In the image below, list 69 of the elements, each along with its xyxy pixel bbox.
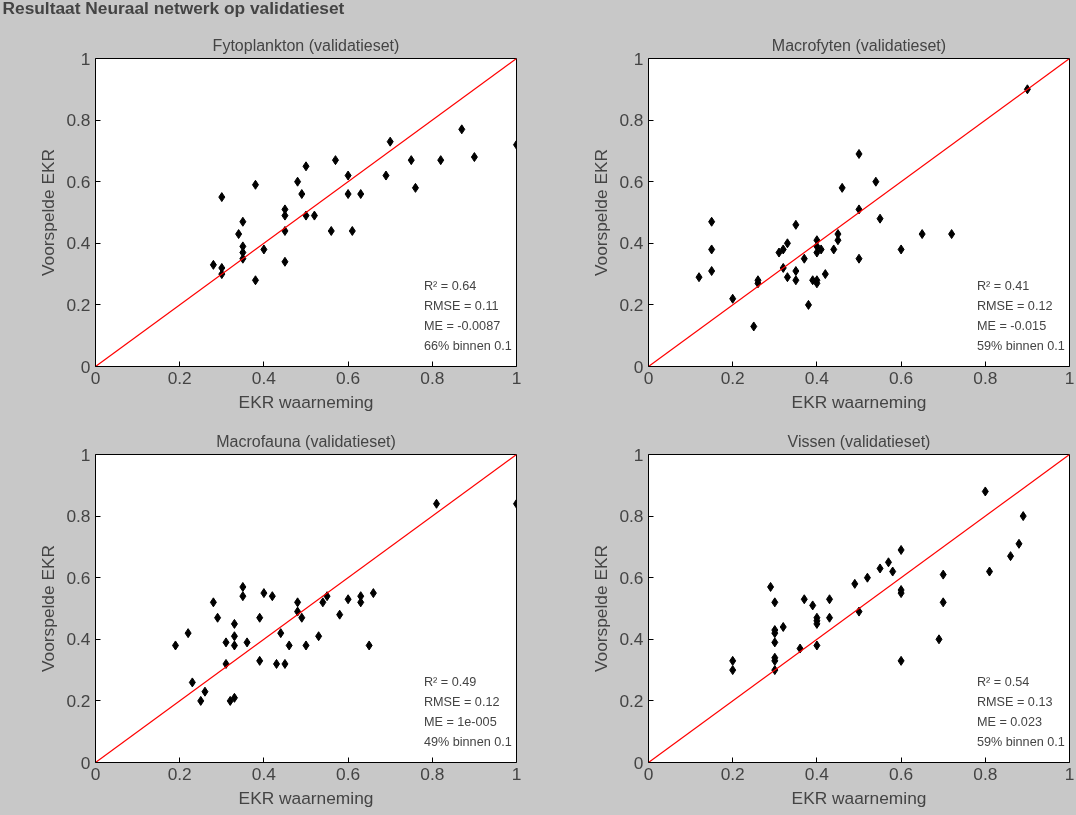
annotation: 59% binnen 0.1 <box>976 338 1065 353</box>
annotation: ME = 1e-005 <box>423 714 497 729</box>
x-tick-label: 0.8 <box>420 367 445 388</box>
y-axis-title: Voorspelde EKR <box>38 148 59 277</box>
annotation: R² = 0.64 <box>423 278 477 293</box>
annotation: R² = 0.41 <box>976 278 1030 293</box>
y-tick-label: 1 <box>80 444 91 465</box>
y-tick-label: 0.6 <box>66 171 91 192</box>
y-tick-label: 0.4 <box>619 233 644 254</box>
y-tick-label: 0.8 <box>66 506 91 527</box>
y-tick-label: 0.2 <box>66 294 91 315</box>
annotation: 49% binnen 0.1 <box>423 734 512 749</box>
annotation: RMSE = 0.13 <box>976 694 1053 709</box>
y-tick-label: 0.6 <box>619 567 644 588</box>
y-tick-label: 1 <box>633 444 644 465</box>
x-axis-title: EKR waarneming <box>238 391 374 412</box>
x-tick-label: 0.4 <box>804 367 830 388</box>
annotation: R² = 0.49 <box>423 674 477 689</box>
chart-title: Macrofauna (validatieset) <box>216 432 396 450</box>
x-tick-label: 0.6 <box>336 367 361 388</box>
x-tick-label: 0.6 <box>889 763 914 784</box>
annotation: ME = 0.023 <box>976 714 1042 729</box>
y-tick-label: 0.8 <box>66 110 91 131</box>
y-tick-label: 0.8 <box>619 110 644 131</box>
y-axis-title: Voorspelde EKR <box>591 544 612 673</box>
annotation: RMSE = 0.11 <box>423 298 499 313</box>
y-tick-label: 0.2 <box>66 690 91 711</box>
x-tick-label: 0.6 <box>889 367 914 388</box>
y-tick-label: 0.4 <box>66 233 91 254</box>
y-tick-label: 0.8 <box>619 506 644 527</box>
chart-title: Fytoplankton (validatieset) <box>212 36 400 54</box>
x-tick-label: 1 <box>511 763 522 784</box>
x-tick-label: 0.2 <box>720 367 745 388</box>
text: Resultaat Neuraal netwerk op validatieset <box>2 0 345 18</box>
x-tick-label: 0.2 <box>720 763 745 784</box>
chart-title: Macrofyten (validatieset) <box>771 36 947 54</box>
chart-title: Vissen (validatieset) <box>787 432 931 450</box>
x-tick-label: 0.6 <box>336 763 361 784</box>
x-tick-label: 1 <box>1064 763 1075 784</box>
y-tick-label: 0.2 <box>619 294 644 315</box>
y-axis-title: Voorspelde EKR <box>591 148 612 277</box>
x-axis-title: EKR waarneming <box>791 787 927 808</box>
annotation: RMSE = 0.12 <box>423 694 500 709</box>
x-axis-title: EKR waarneming <box>791 391 927 412</box>
x-tick-label: 0.4 <box>804 763 830 784</box>
x-tick-label: 1 <box>1064 367 1075 388</box>
x-tick-label: 0.4 <box>251 367 277 388</box>
y-tick-label: 0.2 <box>619 690 644 711</box>
x-tick-label: 0.2 <box>167 367 192 388</box>
x-tick-label: 0.8 <box>973 763 998 784</box>
y-tick-label: 0.4 <box>619 629 644 650</box>
annotation: ME = -0.015 <box>976 318 1047 333</box>
x-axis-title: EKR waarneming <box>238 787 374 808</box>
annotation: ME = -0.0087 <box>423 318 501 333</box>
annotation: 66% binnen 0.1 <box>423 338 512 353</box>
y-tick-label: 1 <box>633 48 644 69</box>
y-tick-label: 0.6 <box>619 171 644 192</box>
annotation: R² = 0.54 <box>976 674 1030 689</box>
x-tick-label: 0.8 <box>973 367 998 388</box>
x-tick-label: 0.8 <box>420 763 445 784</box>
annotation: RMSE = 0.12 <box>976 298 1053 313</box>
y-axis-title: Voorspelde EKR <box>38 544 59 673</box>
annotation: 59% binnen 0.1 <box>976 734 1065 749</box>
y-tick-label: 1 <box>80 48 91 69</box>
y-tick-label: 0.4 <box>66 629 91 650</box>
x-tick-label: 0.4 <box>251 763 277 784</box>
x-tick-label: 0.2 <box>167 763 192 784</box>
x-tick-label: 1 <box>511 367 522 388</box>
y-tick-label: 0.6 <box>66 567 91 588</box>
